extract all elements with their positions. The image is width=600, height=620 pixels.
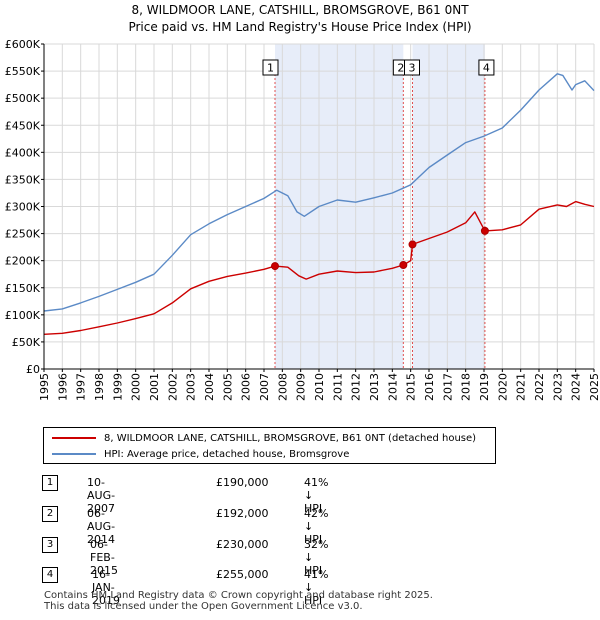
x-tick-label: 2003 [185, 373, 198, 401]
x-tick-label: 2020 [496, 373, 509, 401]
sale-point [399, 261, 408, 269]
y-tick-label: £450K [5, 119, 41, 132]
y-tick-label: £200K [5, 255, 41, 268]
x-tick-label: 2016 [423, 373, 436, 401]
x-tick-label: 2000 [130, 373, 143, 401]
hpi-line [43, 73, 595, 312]
sale-label-box [478, 59, 495, 76]
sale-label: 2 [397, 62, 404, 75]
sale-point [408, 240, 417, 249]
y-tick-label: £0 [26, 363, 40, 376]
x-tick-label: 2013 [368, 373, 381, 401]
chart-title: 8, WILDMOOR LANE, CATSHILL, BROMSGROVE, … [131, 3, 469, 17]
chart-legend: 8, WILDMOOR LANE, CATSHILL, BROMSGROVE, … [43, 427, 496, 464]
y-tick-label: £150K [5, 282, 41, 295]
y-tick-label: £350K [5, 173, 41, 186]
y-tick-label: £100K [5, 309, 41, 322]
y-tick-label: £550K [5, 65, 41, 78]
x-tick-label: 2023 [551, 373, 564, 401]
y-tick-label: £400K [5, 146, 41, 159]
y-tick-label: £600K [5, 38, 41, 51]
x-tick-label: 2002 [166, 373, 179, 401]
x-tick-label: 2021 [515, 373, 528, 401]
x-tick-label: 2012 [350, 373, 363, 401]
x-tick-label: 1995 [38, 373, 51, 401]
footer-copyright: Contains HM Land Registry data © Crown c… [44, 590, 433, 601]
transaction-price: £255,000 [216, 568, 269, 581]
transaction-number: 4 [42, 567, 58, 583]
transaction-number: 1 [42, 475, 58, 491]
transaction-date: 06-FEB-2015 [90, 538, 118, 577]
legend-label-property: 8, WILDMOOR LANE, CATSHILL, BROMSGROVE, … [104, 432, 477, 444]
transaction-price: £192,000 [216, 507, 269, 520]
x-tick-label: 2019 [478, 373, 491, 401]
y-tick-label: £500K [5, 92, 41, 105]
footer-licence: This data is licensed under the Open Gov… [44, 601, 363, 612]
transaction-hpi: 42% ↓ HPI [304, 507, 329, 546]
transaction-date: 06-AUG-2014 [87, 507, 116, 546]
x-tick-label: 2011 [331, 373, 344, 401]
transaction-hpi: 41% ↓ HPI [304, 568, 329, 607]
x-tick-label: 2008 [276, 373, 289, 401]
y-tick-label: £50K [12, 336, 41, 349]
transaction-price: £230,000 [216, 538, 269, 551]
sale-point [271, 262, 279, 271]
x-tick-label: 2015 [405, 373, 418, 401]
y-tick-label: £300K [5, 201, 41, 214]
legend-item-hpi: HPI: Average price, detached house, Brom… [52, 446, 349, 462]
x-tick-label: 2017 [441, 373, 454, 401]
sale-label: 4 [483, 62, 490, 75]
price-chart: 1 2 3 4 £0 £50K £100K £150K £200K £250K £300K £350K… [5, 38, 600, 401]
legend-item-property: 8, WILDMOOR LANE, CATSHILL, BROMSGROVE, … [52, 430, 476, 446]
x-tick-label: 2022 [533, 373, 546, 401]
y-tick-label: £250K [5, 228, 41, 241]
transaction-date: 10-AUG-2007 [87, 476, 116, 515]
legend-label-hpi: HPI: Average price, detached house, Brom… [104, 448, 350, 460]
x-tick-label: 2007 [258, 373, 271, 401]
x-tick-label: 2024 [570, 373, 583, 401]
transaction-date: 16-JAN-2019 [92, 568, 120, 607]
x-tick-label: 2014 [386, 373, 399, 401]
x-tick-label: 2025 [588, 373, 600, 401]
sale-label-box [262, 59, 279, 76]
x-tick-label: 1997 [75, 373, 88, 401]
x-tick-label: 2018 [460, 373, 473, 401]
x-tick-label: 2010 [313, 373, 326, 401]
sale-label-box [404, 59, 420, 76]
sale-point [480, 226, 489, 235]
sale-label: 1 [267, 62, 274, 75]
x-tick-label: 1998 [93, 373, 106, 401]
x-tick-label: 2009 [295, 373, 308, 401]
legend-swatch-property [52, 437, 96, 439]
transaction-hpi: 41% ↓ HPI [304, 476, 329, 515]
x-tick-label: 2004 [203, 373, 216, 401]
x-tick-label: 1996 [56, 373, 69, 401]
transaction-hpi: 32% ↓ HPI [304, 538, 329, 577]
transaction-price: £190,000 [216, 476, 269, 489]
x-tick-label: 2001 [148, 373, 161, 401]
legend-swatch-hpi [52, 453, 96, 455]
sale-label: 3 [409, 62, 416, 75]
chart-subtitle: Price paid vs. HM Land Registry's House … [128, 20, 472, 34]
x-tick-label: 1999 [111, 373, 124, 401]
transaction-number: 2 [42, 506, 58, 522]
transaction-number: 3 [42, 537, 58, 553]
x-tick-label: 2006 [240, 373, 253, 401]
property-price-line [43, 200, 595, 335]
x-tick-label: 2005 [221, 373, 234, 401]
